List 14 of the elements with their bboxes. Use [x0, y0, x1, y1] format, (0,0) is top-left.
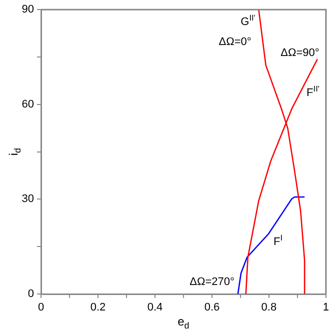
x-tick-label: 0.2: [90, 302, 106, 314]
x-tick-label: 0.8: [261, 302, 277, 314]
x-tick-label: 0.4: [147, 302, 163, 314]
x-tick-label: 0: [38, 302, 44, 314]
annotation: ΔΩ=90°: [280, 47, 320, 60]
annotation: ΔΩ=0°: [218, 36, 252, 48]
y-axis-title: id: [6, 148, 23, 156]
x-tick-label: 1: [322, 302, 330, 314]
y-tick-label: 90: [22, 4, 34, 16]
y-tick-label: 0: [28, 288, 34, 300]
y-tick-label: 30: [22, 193, 34, 206]
y-tick-label: 60: [22, 98, 34, 110]
annotation: ΔΩ=270°: [190, 276, 234, 288]
x-tick-label: 0.6: [204, 302, 220, 314]
